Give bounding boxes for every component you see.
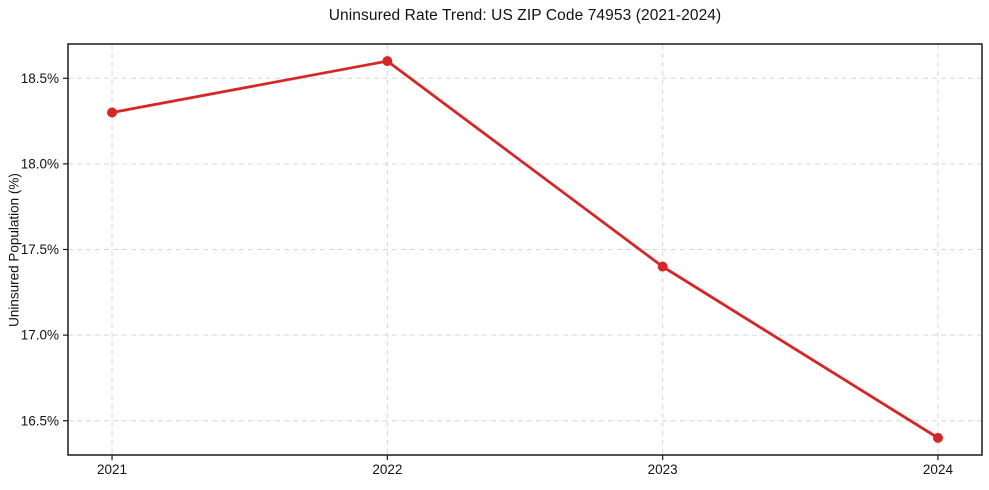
plot-border [67,43,983,456]
x-tick-label: 2024 [923,462,954,477]
y-tick-label: 18.5% [21,71,59,86]
data-point-marker [107,107,118,118]
data-point-marker [932,432,943,443]
x-tick-label: 2022 [372,462,402,477]
trend-line [110,59,940,440]
data-point-marker [382,56,393,67]
y-tick-label: 17.5% [21,242,59,257]
y-tick-label: 16.5% [21,413,59,428]
x-tick-label: 2021 [97,462,127,477]
chart-title: Uninsured Rate Trend: US ZIP Code 74953 … [328,7,722,24]
y-tick-label: 18.0% [21,156,59,171]
x-tick-label: 2023 [648,462,678,477]
data-point-marker [657,261,668,272]
y-tick-label: 17.0% [21,328,59,343]
